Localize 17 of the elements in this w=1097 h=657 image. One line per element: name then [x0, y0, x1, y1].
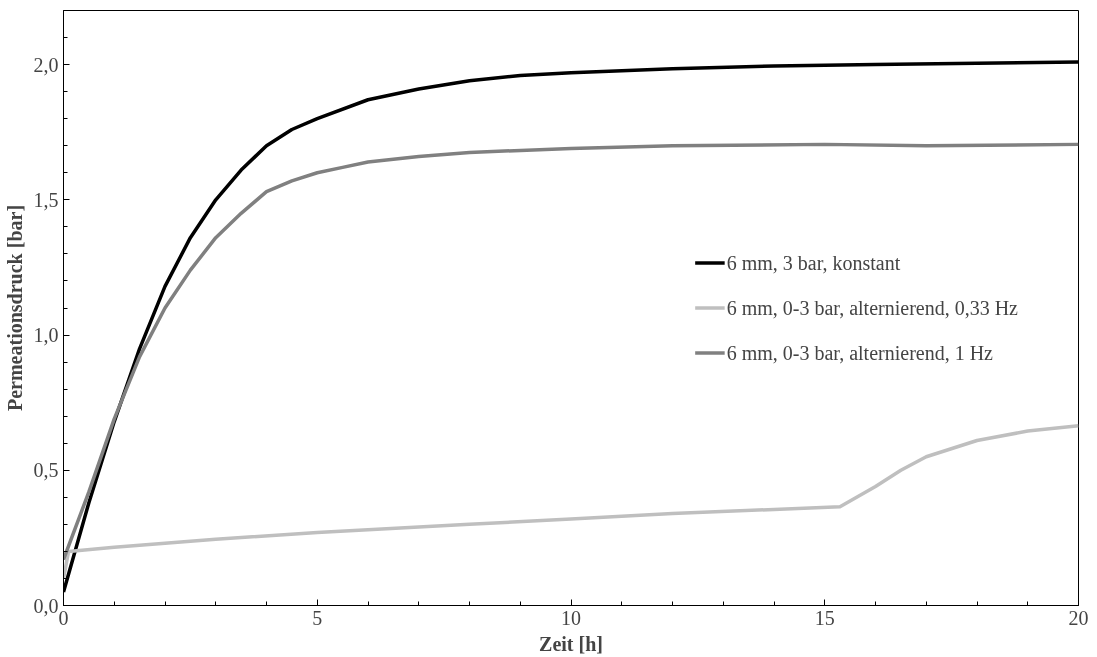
y-tick-label: 0,5	[33, 459, 59, 482]
x-axis-title: Zeit [h]	[539, 632, 603, 655]
y-tick-label: 0,0	[33, 594, 59, 617]
x-tick-label: 20	[1068, 606, 1089, 629]
y-tick-label: 2,0	[33, 53, 59, 76]
line-series	[63, 423, 1079, 581]
legend-label: 6 mm, 0-3 bar, alternierend, 1 Hz	[726, 341, 993, 364]
x-tick-label: 10	[561, 606, 581, 629]
line-series	[63, 142, 1079, 562]
x-tick-label: 15	[814, 606, 835, 629]
y-axis-title: Permeationsdruck [bar]	[3, 204, 26, 412]
y-tick-label: 1,5	[33, 188, 59, 211]
y-tick-label: 1,0	[33, 324, 59, 347]
legend-label: 6 mm, 3 bar, konstant	[726, 251, 901, 274]
x-tick-label: 0	[58, 606, 69, 629]
legend-label: 6 mm, 0-3 bar, alternierend, 0,33 Hz	[726, 296, 1018, 319]
x-tick-label: 5	[312, 606, 323, 629]
